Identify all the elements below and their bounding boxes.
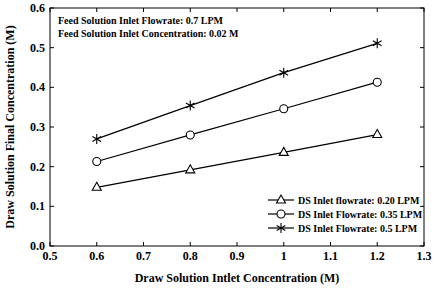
y-tick — [420, 166, 424, 167]
x-tick — [424, 8, 425, 12]
y-tick — [50, 166, 54, 167]
series-marker — [279, 147, 288, 155]
y-tick — [50, 127, 54, 128]
x-tick — [283, 8, 284, 12]
series-marker — [92, 182, 101, 190]
x-tick — [237, 8, 238, 12]
x-tick-label: 1.2 — [370, 249, 385, 263]
x-tick — [283, 242, 284, 246]
x-tick-label: 0.9 — [230, 249, 245, 263]
series-marker — [93, 158, 101, 166]
x-tick — [330, 8, 331, 12]
series-marker — [279, 68, 288, 78]
y-tick — [50, 206, 54, 207]
legend: DS Inlet flowrate: 0.20 LPM DS Inlet Flow… — [268, 195, 423, 234]
x-tick-label: 1.1 — [323, 249, 338, 263]
series-line — [97, 135, 378, 188]
y-tick — [420, 47, 424, 48]
x-tick — [377, 242, 378, 246]
chart: 0.5 0.6 0.7 0.8 0.9 1 1.1 1.2 1.3 0.0 0.1 0.2 0.3 0.4… — [0, 0, 435, 290]
y-tick-label: 0.3 — [30, 120, 45, 134]
y-axis-label: Draw Solution Final Concentration (M) — [3, 25, 17, 228]
x-tick — [96, 8, 97, 12]
y-tick — [50, 246, 54, 247]
plot-area — [92, 38, 382, 190]
x-tick-label: 1 — [281, 249, 287, 263]
x-tick — [237, 242, 238, 246]
y-tick-label: 0.5 — [30, 41, 45, 55]
annotation: Feed Solution Inlet Concentration: 0.02 … — [58, 28, 239, 39]
annotation: Feed Solution Inlet Flowrate: 0.7 LPM — [58, 15, 224, 26]
legend-label: DS Inlet flowrate: 0.20 LPM — [298, 195, 420, 206]
plot-frame — [50, 8, 424, 246]
series-marker — [186, 131, 194, 139]
y-tick — [50, 87, 54, 88]
y-tick-label: 0.1 — [30, 199, 45, 213]
y-tick — [420, 127, 424, 128]
x-tick — [143, 8, 144, 12]
y-tick-label: 0.4 — [30, 80, 45, 94]
series-marker — [373, 78, 381, 86]
legend-label: DS Inlet Flowrate: 0.5 LPM — [298, 223, 418, 234]
x-tick — [190, 8, 191, 12]
series-marker — [373, 38, 382, 48]
x-tick — [424, 242, 425, 246]
y-tick — [420, 8, 424, 9]
x-tick — [377, 8, 378, 12]
y-tick — [420, 87, 424, 88]
legend-marker — [277, 195, 286, 203]
series-marker — [92, 134, 101, 144]
y-tick — [50, 47, 54, 48]
x-tick — [96, 242, 97, 246]
series-marker — [186, 165, 195, 173]
x-axis-label: Draw Solution Intlet Concentration (M) — [135, 271, 340, 285]
y-tick — [50, 8, 54, 9]
x-tick — [50, 242, 51, 246]
x-tick — [50, 8, 51, 12]
series-line — [97, 82, 378, 161]
y-tick — [420, 206, 424, 207]
legend-marker — [277, 223, 286, 233]
legend-label: DS Inlet Flowrate: 0.35 LPM — [298, 209, 423, 220]
x-tick-label: 0.6 — [89, 249, 104, 263]
legend-marker — [277, 210, 285, 218]
x-tick-label: 0.7 — [136, 249, 151, 263]
y-tick-label: 0.6 — [30, 1, 45, 15]
x-tick-label: 1.3 — [417, 249, 432, 263]
x-tick — [190, 242, 191, 246]
y-tick — [420, 246, 424, 247]
x-tick — [143, 242, 144, 246]
y-tick-label: 0.2 — [30, 160, 45, 174]
series-line — [97, 43, 378, 139]
x-tick — [330, 242, 331, 246]
series-marker — [373, 130, 382, 138]
series-marker — [280, 105, 288, 113]
series-marker — [186, 101, 195, 111]
y-tick-label: 0.0 — [30, 239, 45, 253]
x-tick-label: 0.8 — [183, 249, 198, 263]
